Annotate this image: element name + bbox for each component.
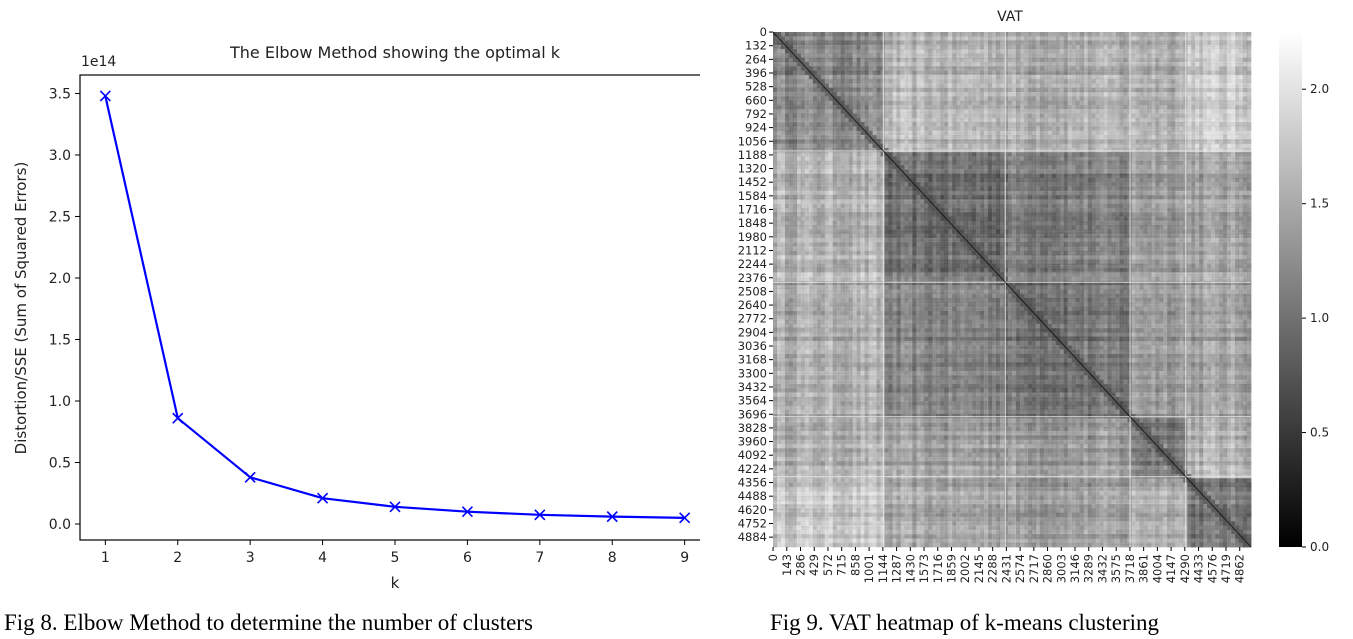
x-tick-label: 1 [101, 550, 110, 566]
y-tick-label: 0.0 [49, 517, 71, 533]
y-tick-label: 3.0 [49, 148, 71, 164]
x-tick-label: 9 [680, 550, 689, 566]
y-axis-offset-label: 1e14 [81, 54, 116, 70]
vat-chart-title: VAT [997, 9, 1023, 25]
y-tick-label: 1.0 [49, 394, 71, 410]
elbow-chart: The Elbow Method showing the optimal k 1… [12, 43, 700, 592]
sse-series [99, 90, 691, 524]
y-tick-label: 2.0 [49, 271, 71, 287]
x-axis-label: k [391, 574, 400, 592]
sse-point-marker [244, 471, 256, 483]
y-tick-label: 2.5 [49, 209, 71, 225]
y-axis-label: Distortion/SSE (Sum of Squared Errors) [12, 162, 30, 455]
sse-point-marker [534, 509, 546, 521]
sse-line [104, 95, 685, 519]
y-tick-label: 3.5 [49, 86, 71, 102]
x-tick-label: 4 [318, 550, 327, 566]
sse-point-marker [606, 511, 618, 523]
y-ticks: 0.0 0.5 1.0 1.5 2.0 2.5 3.0 3.5 [49, 86, 80, 533]
sse-point-marker [679, 512, 691, 524]
sse-point-marker [317, 492, 329, 504]
sse-point-marker [99, 90, 111, 102]
sse-point-marker [461, 506, 473, 518]
x-tick-label: 6 [463, 550, 472, 566]
x-tick-label: 2 [173, 550, 182, 566]
vat-chart: VAT 013226439652866079292410561188132014… [738, 9, 1329, 583]
x-tick-label: 7 [535, 550, 544, 566]
sse-point-marker [172, 412, 184, 424]
y-tick-label: 1.5 [49, 332, 71, 348]
x-ticks: 1 2 3 4 5 6 7 8 9 [101, 540, 689, 566]
sse-point-marker [389, 501, 401, 513]
x-tick-label: 8 [608, 550, 617, 566]
plot-frame [79, 74, 700, 541]
x-tick-label: 3 [246, 550, 255, 566]
y-tick-label: 0.5 [49, 456, 71, 472]
x-tick-label: 5 [391, 550, 400, 566]
elbow-chart-title: The Elbow Method showing the optimal k [229, 43, 561, 62]
